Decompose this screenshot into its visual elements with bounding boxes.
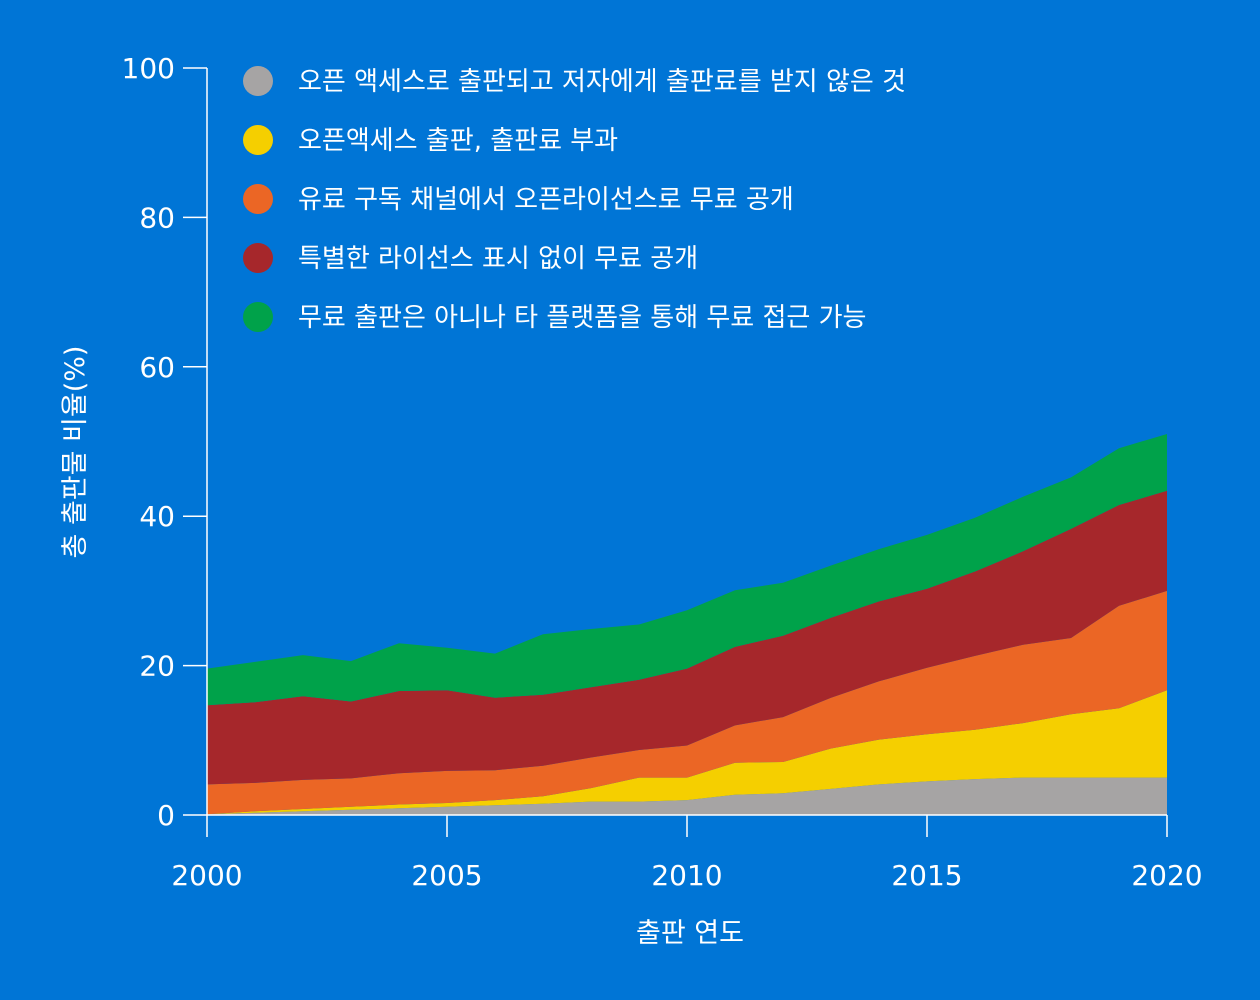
- y-tick-label-60: 60: [139, 351, 175, 384]
- x-tick-label-2000: 2000: [171, 859, 242, 892]
- y-axis-title: 총 출판물 비율(%): [60, 346, 91, 559]
- legend-label-5: 무료 출판은 아니나 타 플랫폼을 통해 무료 접근 가능: [298, 303, 866, 333]
- legend-swatch-1: [243, 66, 273, 96]
- y-ticks-group: 0 20 40 60 80 100: [122, 52, 207, 832]
- area-series-4: [207, 490, 1167, 785]
- legend-swatch-3: [243, 184, 273, 214]
- area-series-3: [207, 590, 1167, 815]
- legend-swatch-4: [243, 243, 273, 273]
- y-tick-label-80: 80: [139, 201, 175, 234]
- area-series-1: [207, 777, 1167, 815]
- area-series-group: [207, 434, 1167, 815]
- x-tick-label-2015: 2015: [891, 859, 962, 892]
- legend-label-3: 유료 구독 채널에서 오픈라이선스로 무료 공개: [298, 185, 794, 215]
- legend-label-2: 오픈액세스 출판, 출판료 부과: [298, 126, 618, 156]
- legend-swatch-5: [243, 302, 273, 332]
- x-axis-title: 출판 연도: [636, 918, 744, 949]
- area-series-5: [207, 434, 1167, 706]
- area-series-2: [207, 690, 1167, 815]
- legend-label-4: 특별한 라이선스 표시 없이 무료 공개: [298, 244, 698, 274]
- y-tick-label-100: 100: [122, 52, 175, 85]
- x-tick-label-2010: 2010: [651, 859, 722, 892]
- y-tick-label-40: 40: [139, 500, 175, 533]
- legend-label-1: 오픈 액세스로 출판되고 저자에게 출판료를 받지 않은 것: [298, 67, 906, 97]
- x-tick-label-2005: 2005: [411, 859, 482, 892]
- y-tick-label-0: 0: [157, 799, 175, 832]
- y-tick-label-20: 20: [139, 650, 175, 683]
- x-tick-label-2020: 2020: [1131, 859, 1202, 892]
- legend-swatch-2: [243, 125, 273, 155]
- x-ticks-group: 2000 2005 2010 2015 2020: [171, 815, 1203, 892]
